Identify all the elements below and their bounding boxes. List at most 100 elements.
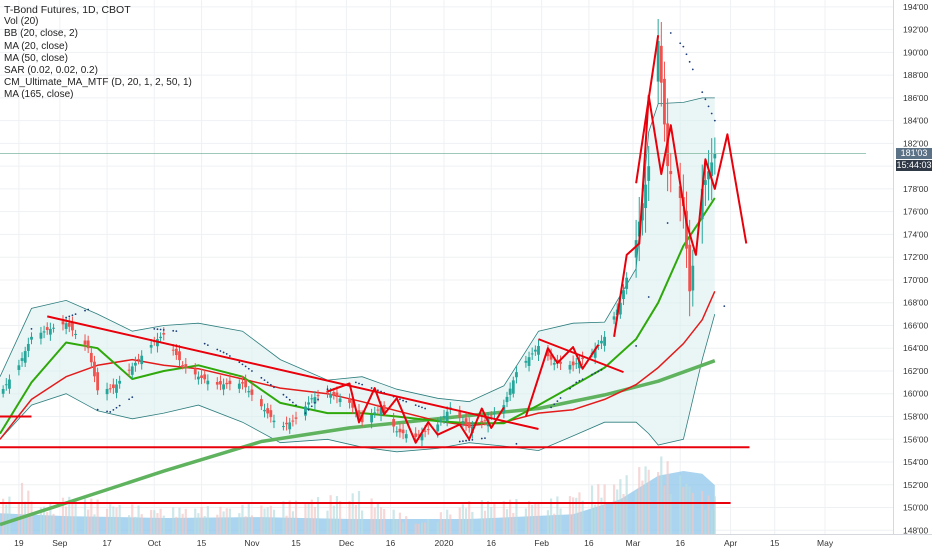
candle-body [313, 397, 317, 404]
volume-bar [90, 498, 93, 534]
candle-body [244, 380, 248, 388]
volume-bar [137, 505, 140, 534]
sar-dot [424, 407, 427, 410]
candle-body [515, 372, 518, 378]
candle-body [159, 336, 163, 339]
volume-pane [0, 456, 716, 534]
price-tick-label: 172'00 [903, 252, 929, 262]
legend-sar[interactable]: SAR (0.02, 0.02, 0.2) [4, 65, 98, 77]
sar-dot [216, 348, 219, 351]
volume-bar [61, 497, 65, 534]
legend-ma50[interactable]: MA (50, close) [4, 52, 68, 64]
candle-body [423, 430, 427, 432]
sar-dot [358, 382, 360, 385]
candle-body [691, 265, 695, 291]
volume-bar [427, 518, 430, 534]
volume-bar [361, 510, 364, 534]
volume-bar [87, 509, 90, 534]
candle-body [61, 321, 65, 325]
volume-bar [480, 500, 483, 534]
legend-bollinger[interactable]: BB (20, close, 2) [4, 28, 78, 40]
legend-ma165[interactable]: MA (165, close) [4, 89, 74, 101]
sar-dot [688, 60, 691, 63]
sar-dot [405, 400, 408, 403]
candle-body [493, 413, 496, 415]
candle-body [625, 277, 629, 289]
legend-cm-ultimate-ma[interactable]: CM_Ultimate_MA_MTF (D, 20, 1, 2, 50, 1) [4, 77, 192, 89]
candle-body [700, 188, 704, 220]
volume-bar [348, 501, 351, 534]
volume-bar [316, 497, 320, 534]
volume-bar [49, 502, 52, 534]
candle-body [26, 343, 30, 351]
candle-body [52, 327, 55, 329]
volume-bar [206, 506, 209, 534]
volume-bar [572, 497, 575, 534]
time-axis[interactable]: 19 Sep 17 Oct 15 Nov 15 Dec 16 2020 16 Feb 16 Mar 16 Ap… [14, 538, 834, 548]
volume-bar [527, 500, 531, 534]
volume-bar [159, 508, 162, 534]
candle-body [552, 363, 556, 365]
volume-bar [461, 504, 465, 534]
candle-body [382, 405, 386, 413]
candle-body [360, 414, 364, 423]
candle-body [578, 361, 581, 369]
price-tick-label: 148'00 [903, 525, 929, 535]
sar-dot [96, 408, 99, 411]
chart-title[interactable]: T-Bond Futures, 1D, CBOT [4, 4, 131, 16]
volume-bar [483, 510, 487, 534]
volume-bar [559, 508, 562, 534]
price-tick-label: 152'00 [903, 480, 929, 490]
time-tick-label: Mar [626, 538, 641, 548]
drawings[interactable] [0, 35, 866, 504]
volume-bar [691, 492, 694, 534]
sar-dot [251, 370, 253, 372]
volume-bar [679, 475, 682, 534]
volume-bar [307, 504, 310, 534]
volume-bar [354, 504, 357, 534]
candle-body [571, 361, 575, 366]
candle-body [442, 415, 446, 418]
candle-body [467, 422, 471, 428]
volume-bar [464, 508, 468, 534]
candle-body [659, 45, 663, 83]
sar-dot [597, 370, 600, 373]
volume-bar [666, 461, 669, 534]
volume-bar [93, 514, 96, 534]
candle-body [174, 348, 178, 356]
candle-body [250, 389, 254, 395]
volume-bar [105, 508, 109, 534]
volume-bar [493, 502, 496, 534]
volume-bar [313, 507, 317, 534]
candle-body [489, 415, 493, 417]
candle-body [39, 332, 43, 339]
volume-bar [326, 510, 329, 534]
candle-body [707, 171, 710, 180]
volume-bar [332, 505, 335, 534]
sar-dot [260, 376, 263, 379]
sar-dot [109, 411, 112, 413]
sar-dot [591, 373, 593, 376]
candle-body [464, 418, 468, 425]
volume-bar [294, 500, 298, 534]
candle-body [156, 339, 159, 347]
sar-dot [399, 398, 401, 401]
volume-bar [537, 501, 540, 534]
volume-bar [392, 509, 395, 534]
sar-dot [679, 42, 682, 45]
candle-body [656, 40, 660, 82]
volume-bar [376, 503, 379, 534]
sar-dot [569, 387, 571, 390]
price-axis[interactable]: 148'00 150'00 152'00 154'00 156'00 158'00 160'… [903, 2, 929, 535]
legend-volume[interactable]: Vol (20) [4, 16, 39, 28]
candle-body [326, 390, 329, 393]
candle-body [263, 409, 266, 412]
countdown-badge: 15:44:03 [896, 159, 932, 171]
bb-lower-line [0, 313, 716, 453]
sar-dot [106, 410, 108, 413]
legend-ma20[interactable]: MA (20, close) [4, 40, 68, 52]
sar-dot [288, 398, 291, 401]
candle-body [67, 322, 71, 327]
